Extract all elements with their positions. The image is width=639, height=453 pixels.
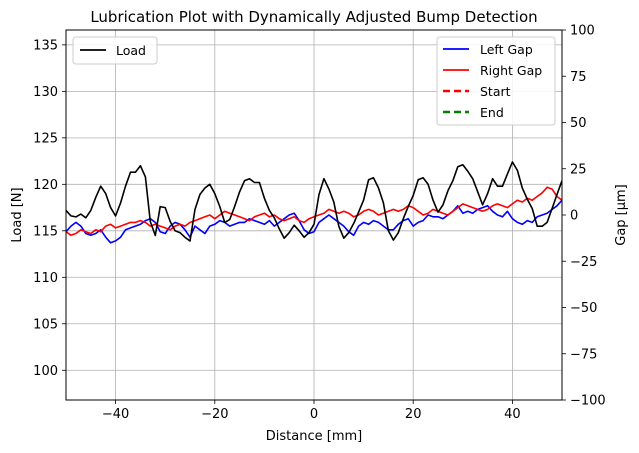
legend-right: Left Gap Right Gap Start End <box>436 36 556 126</box>
y-right-tick-label: −75 <box>570 347 597 362</box>
chart-title: Lubrication Plot with Dynamically Adjust… <box>90 8 537 26</box>
y-left-tick-label: 135 <box>33 38 58 53</box>
y-left-tick-label: 120 <box>33 178 58 193</box>
x-axis-label: Distance [mm] <box>266 429 362 444</box>
y-axis-label-right: Gap [µm] <box>614 184 629 246</box>
y-axis-label-left: Load [N] <box>10 187 25 242</box>
y-left-tick-label: 105 <box>33 317 58 332</box>
series-line-right-gap <box>66 186 562 237</box>
legend-load-label: Load <box>116 43 146 58</box>
series-line-load <box>66 161 562 242</box>
y-left-tick-label: 130 <box>33 85 58 100</box>
series-layer <box>66 161 562 244</box>
y-right-tick-label: 100 <box>570 24 595 39</box>
x-tick-label: 0 <box>310 407 318 422</box>
y-right-tick-label: −100 <box>570 394 606 409</box>
legend-end-label: End <box>480 105 504 120</box>
legend-right-box <box>436 36 556 126</box>
legend-right-gap-label: Right Gap <box>480 63 542 78</box>
y-right-tick-label: −50 <box>570 301 597 316</box>
legend-left-box <box>72 36 158 65</box>
x-tick-label: 20 <box>405 407 422 422</box>
y-left-tick-label: 125 <box>33 131 58 146</box>
x-tick-label: −20 <box>201 407 228 422</box>
x-tick-label: 40 <box>504 407 521 422</box>
legend-left: Load <box>72 36 158 65</box>
y-right-tick-label: 75 <box>570 70 587 85</box>
y-right-tick-label: 25 <box>570 162 587 177</box>
y-right-tick-label: 0 <box>570 209 578 224</box>
ticks: −40 −20 0 20 40 100 105 110 115 120 125 130 135 −100 −… <box>33 24 606 423</box>
y-left-tick-label: 110 <box>33 271 58 286</box>
y-left-tick-label: 100 <box>33 364 58 379</box>
legend-start-label: Start <box>480 84 511 99</box>
legend-left-gap-label: Left Gap <box>480 42 533 57</box>
y-left-tick-label: 115 <box>33 224 58 239</box>
series-line-left-gap <box>66 199 562 244</box>
y-right-tick-label: 50 <box>570 116 587 131</box>
y-right-tick-label: −25 <box>570 255 597 270</box>
x-tick-label: −40 <box>102 407 129 422</box>
